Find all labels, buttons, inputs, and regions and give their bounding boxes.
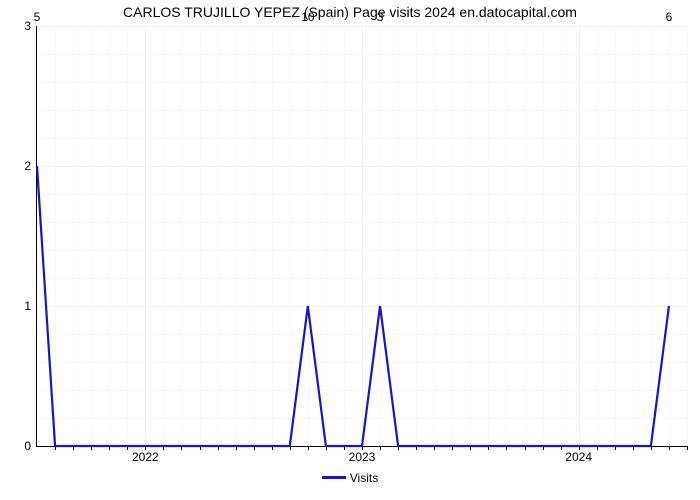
x-tick	[669, 446, 670, 450]
x-tick	[687, 446, 688, 450]
legend-label: Visits	[350, 471, 378, 485]
y-tick-label: 1	[24, 299, 37, 313]
gridline-v-minor	[687, 26, 688, 446]
x-tick-label: 2024	[565, 446, 592, 464]
x-tick-label: 2022	[132, 446, 159, 464]
top-annotation: 3	[377, 10, 384, 26]
y-tick-label: 2	[24, 159, 37, 173]
y-tick-label: 0	[24, 439, 37, 453]
plot-area: 012320222023202451036	[36, 26, 687, 447]
x-tick-label: 2023	[349, 446, 376, 464]
top-annotation: 10	[301, 10, 314, 26]
top-annotation: 6	[666, 10, 673, 26]
x-tick	[380, 446, 381, 450]
legend: Visits	[0, 470, 700, 485]
x-tick	[308, 446, 309, 450]
legend-swatch	[322, 476, 346, 479]
series-line	[37, 26, 687, 446]
top-annotation: 5	[34, 10, 41, 26]
chart-title: CARLOS TRUJILLO YEPEZ (Spain) Page visit…	[0, 4, 700, 20]
